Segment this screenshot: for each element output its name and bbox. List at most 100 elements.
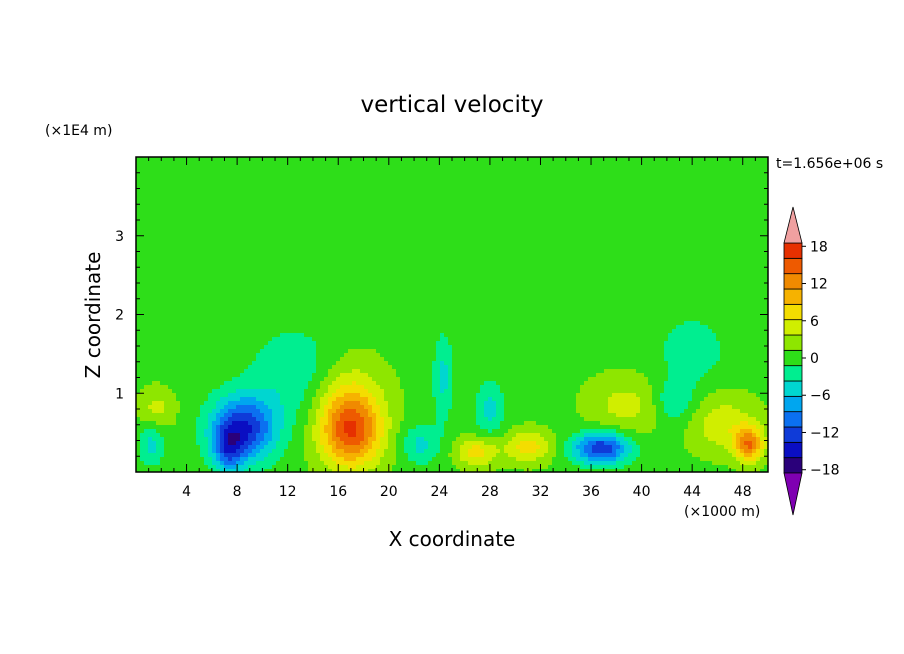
contour-cell (140, 253, 145, 258)
contour-cell (180, 225, 185, 230)
contour-cell (180, 277, 185, 282)
contour-cell (464, 205, 469, 210)
contour-cell (304, 209, 309, 214)
contour-cell (428, 269, 433, 274)
contour-cell (188, 197, 193, 202)
contour-cell (312, 185, 317, 190)
contour-cell (756, 265, 761, 270)
contour-cell (468, 277, 473, 282)
contour-cell (368, 253, 373, 258)
contour-cell (324, 229, 329, 234)
contour-cell (420, 201, 425, 206)
contour-cell (528, 265, 533, 270)
contour-cell (756, 269, 761, 274)
contour-cell (280, 233, 285, 238)
contour-cell (196, 157, 201, 162)
contour-cell (408, 237, 413, 242)
contour-cell (368, 241, 373, 246)
contour-cell (620, 265, 625, 270)
contour-cell (164, 257, 169, 262)
contour-cell (588, 245, 593, 250)
contour-cell (472, 209, 477, 214)
contour-cell (472, 169, 477, 174)
contour-cell (656, 181, 661, 186)
contour-cell (304, 253, 309, 258)
contour-cell (484, 197, 489, 202)
contour-cell (224, 245, 229, 250)
contour-cell (412, 265, 417, 270)
contour-cell (608, 193, 613, 198)
contour-cell (332, 253, 337, 258)
contour-cell (264, 253, 269, 258)
contour-cell (152, 217, 157, 222)
contour-cell (548, 169, 553, 174)
contour-cell (548, 217, 553, 222)
contour-cell (264, 173, 269, 178)
contour-cell (752, 265, 757, 270)
contour-cell (500, 249, 505, 254)
contour-cell (728, 185, 733, 190)
contour-cell (456, 237, 461, 242)
contour-cell (296, 209, 301, 214)
contour-cell (144, 161, 149, 166)
contour-cell (192, 201, 197, 206)
contour-cell (440, 213, 445, 218)
contour-cell (164, 233, 169, 238)
contour-cell (712, 205, 717, 210)
contour-cell (220, 197, 225, 202)
contour-cell (424, 157, 429, 162)
contour-cell (164, 225, 169, 230)
contour-cell (320, 281, 325, 286)
contour-cell (764, 177, 768, 182)
contour-cell (412, 165, 417, 170)
contour-cell (656, 273, 661, 278)
contour-cell (404, 229, 409, 234)
contour-cell (676, 201, 681, 206)
contour-cell (420, 181, 425, 186)
contour-cell (704, 233, 709, 238)
contour-cell (728, 241, 733, 246)
contour-cell (716, 185, 721, 190)
contour-cell (448, 241, 453, 246)
contour-cell (356, 253, 361, 258)
contour-cell (164, 269, 169, 274)
contour-cell (568, 209, 573, 214)
contour-cell (192, 169, 197, 174)
contour-cell (476, 241, 481, 246)
contour-cell (452, 221, 457, 226)
contour-cell (408, 205, 413, 210)
contour-cell (168, 261, 173, 266)
contour-cell (300, 209, 305, 214)
contour-cell (496, 165, 501, 170)
contour-cell (424, 261, 429, 266)
contour-cell (364, 157, 369, 162)
contour-cell (324, 261, 329, 266)
contour-cell (280, 277, 285, 282)
contour-cell (384, 201, 389, 206)
contour-cell (588, 273, 593, 278)
contour-cell (508, 277, 513, 282)
contour-cell (536, 265, 541, 270)
contour-cell (164, 169, 169, 174)
contour-cell (556, 277, 561, 282)
contour-cell (336, 261, 341, 266)
contour-cell (348, 269, 353, 274)
contour-cell (488, 261, 493, 266)
contour-cell (336, 165, 341, 170)
contour-cell (176, 261, 181, 266)
contour-cell (456, 241, 461, 246)
contour-cell (724, 169, 729, 174)
contour-cell (484, 237, 489, 242)
contour-cell (176, 233, 181, 238)
contour-cell (544, 277, 549, 282)
contour-cell (240, 249, 245, 254)
contour-cell (700, 157, 705, 162)
contour-cell (676, 165, 681, 170)
contour-cell (704, 241, 709, 246)
contour-cell (516, 277, 521, 282)
contour-cell (424, 189, 429, 194)
contour-cell (648, 169, 653, 174)
contour-cell (396, 165, 401, 170)
contour-cell (628, 229, 633, 234)
contour-cell (520, 213, 525, 218)
